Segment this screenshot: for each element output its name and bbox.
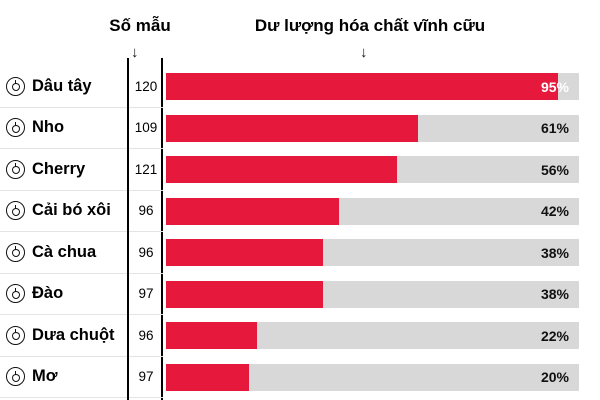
bar-track: 20%	[166, 363, 579, 391]
strawberry-icon	[6, 76, 25, 96]
grape-icon	[6, 118, 25, 138]
table-row: Cà chua 96 38%	[0, 232, 600, 274]
bar-track: 42%	[166, 197, 579, 225]
category-label: Đào	[32, 284, 64, 303]
category-cell: Nho	[0, 108, 127, 149]
bar-fill	[166, 73, 559, 101]
bar-cell: 95%	[163, 66, 600, 108]
bar-track: 56%	[166, 156, 579, 184]
category-label: Mơ	[32, 367, 58, 386]
bar-cell: 22%	[163, 315, 600, 357]
percent-label: 38%	[540, 286, 569, 303]
bar-fill	[166, 322, 257, 350]
down-arrow-icon: ↓	[131, 44, 139, 61]
category-label: Dưa chuột	[32, 325, 115, 344]
sample-count: 97	[129, 274, 163, 315]
bar-cell: 61%	[163, 108, 600, 150]
chart-title: Dư lượng hóa chất vĩnh cữu	[254, 16, 486, 35]
sample-count: 96	[129, 191, 163, 232]
category-cell: Cà chua	[0, 232, 127, 274]
bar-cell: 20%	[163, 357, 600, 399]
bar-cell: 42%	[163, 191, 600, 233]
percent-label: 20%	[540, 369, 569, 386]
category-cell: Mơ	[0, 357, 127, 398]
samples-column-header: Số mẫu	[109, 16, 171, 35]
category-cell: Đào	[0, 274, 127, 315]
percent-label: 61%	[540, 120, 569, 137]
category-label: Cải bó xôi	[32, 201, 111, 220]
bar-track: 22%	[166, 322, 579, 350]
spinach-icon	[6, 201, 25, 221]
percent-label: 42%	[540, 203, 569, 220]
bar-fill	[166, 280, 323, 308]
bar-cell: 38%	[163, 232, 600, 274]
tomato-icon	[6, 242, 25, 262]
bar-fill	[166, 239, 323, 267]
bar-track: 61%	[166, 114, 579, 142]
category-label: Nho	[32, 118, 65, 137]
table-row: Dâu tây 120 95%	[0, 66, 600, 108]
table-row: Đào 97 38%	[0, 274, 600, 316]
bar-cell: 38%	[163, 274, 600, 316]
percent-label: 38%	[540, 244, 569, 261]
bar-cell: 56%	[163, 149, 600, 191]
sample-count: 97	[129, 357, 163, 398]
category-cell: Dưa chuột	[0, 315, 127, 357]
sample-count: 121	[129, 149, 163, 191]
category-cell: Dâu tây	[0, 66, 127, 108]
peach-icon	[6, 284, 25, 304]
table-row: Nho 109 61%	[0, 108, 600, 150]
axis-line-left	[127, 58, 129, 400]
cherry-icon	[6, 159, 25, 179]
bar-track: 38%	[166, 280, 579, 308]
apricot-icon	[6, 367, 25, 387]
bar-fill	[166, 114, 418, 142]
category-label: Cà chua	[32, 242, 97, 261]
down-arrow-icon: ↓	[360, 44, 368, 61]
table-row: Dưa chuột 96 22%	[0, 315, 600, 357]
category-cell: Cải bó xôi	[0, 191, 127, 232]
sample-count: 120	[129, 66, 163, 108]
category-cell: Cherry	[0, 149, 127, 191]
table-row: Cherry 121 56%	[0, 149, 600, 191]
table-row: Mơ 97 20%	[0, 357, 600, 399]
percent-label: 95%	[540, 78, 569, 95]
axis-line-right	[161, 58, 163, 400]
category-label: Cherry	[32, 159, 86, 178]
percent-label: 56%	[540, 161, 569, 178]
bar-fill	[166, 156, 398, 184]
sample-count: 96	[129, 315, 163, 357]
sample-count: 96	[129, 232, 163, 274]
cucumber-icon	[6, 325, 25, 345]
category-label: Dâu tây	[32, 76, 92, 95]
bar-fill	[166, 363, 249, 391]
sample-count: 109	[129, 108, 163, 149]
table-row: Cải bó xôi 96 42%	[0, 191, 600, 233]
bar-track: 38%	[166, 239, 579, 267]
bar-fill	[166, 197, 340, 225]
percent-label: 22%	[540, 327, 569, 344]
chart-rows: Dâu tây 120 95% Nho 109 61%	[0, 66, 600, 398]
bar-track: 95%	[166, 73, 579, 101]
